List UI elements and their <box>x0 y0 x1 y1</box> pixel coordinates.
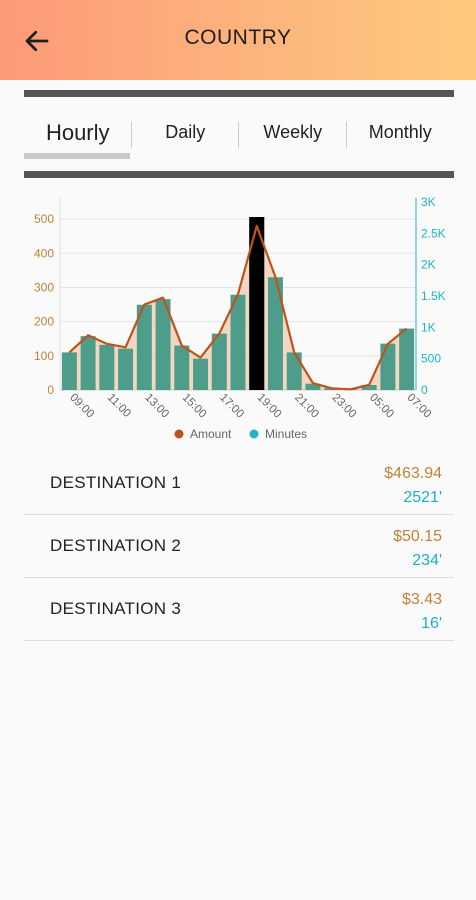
destination-amount: $3.43 <box>401 591 442 608</box>
right-tick-label: 500 <box>421 352 441 366</box>
left-tick-label: 100 <box>34 349 54 363</box>
tab-label: Daily <box>165 122 206 142</box>
legend-amount-swatch <box>174 429 184 439</box>
left-tick-label: 400 <box>34 246 54 260</box>
x-tick-label: 13:00 <box>142 392 171 421</box>
highlight-bar <box>249 217 265 390</box>
minutes-bar <box>305 383 321 390</box>
page-title: COUNTRY <box>184 26 292 49</box>
minutes-bar <box>136 304 152 390</box>
x-tick-label: 19:00 <box>255 392 284 421</box>
destination-minutes: 16' <box>421 615 442 632</box>
right-tick-label: 1K <box>421 320 436 334</box>
right-tick-label: 2K <box>421 258 436 272</box>
legend-minutes-swatch <box>249 429 259 439</box>
destination-amount: $463.94 <box>384 465 442 482</box>
destination-minutes: 234' <box>412 552 442 569</box>
minutes-bar <box>80 336 96 390</box>
minutes-bar <box>230 294 246 390</box>
arrow-left-icon[interactable] <box>22 26 52 56</box>
x-tick-label: 07:00 <box>405 392 434 421</box>
x-tick-label: 05:00 <box>367 392 396 421</box>
minutes-bar <box>286 352 302 390</box>
minutes-bar <box>155 299 171 390</box>
minutes-bar <box>118 348 134 390</box>
x-tick-label: 15:00 <box>180 392 209 421</box>
minutes-bar <box>399 328 415 390</box>
x-tick-label: 09:00 <box>67 392 96 421</box>
right-tick-label: 2.5K <box>421 226 446 240</box>
tab-separator <box>345 122 347 148</box>
tab-label: Weekly <box>263 122 323 142</box>
tab-separator <box>130 122 132 148</box>
legend-amount-label: Amount <box>190 427 232 441</box>
minutes-bar <box>174 345 190 390</box>
minutes-bar <box>99 344 115 390</box>
list-item[interactable]: DESTINATION 1 $463.94 2521' <box>24 452 454 515</box>
minutes-bar <box>267 277 283 390</box>
left-tick-label: 200 <box>34 315 54 329</box>
x-tick-label: 23:00 <box>330 392 359 421</box>
list-item[interactable]: DESTINATION 3 $3.43 16' <box>24 578 454 641</box>
amount-line <box>68 224 408 391</box>
list-item[interactable]: DESTINATION 2 $50.15 234' <box>24 515 454 578</box>
period-tabs: Hourly Daily Weekly Monthly <box>24 112 455 159</box>
tab-label: Monthly <box>368 122 432 142</box>
minutes-bar <box>361 384 377 390</box>
top-divider <box>24 90 454 97</box>
legend-minutes-label: Minutes <box>265 427 307 441</box>
active-tab-indicator <box>24 153 130 159</box>
tab-weekly[interactable]: Weekly <box>239 112 347 158</box>
bottom-divider <box>24 171 454 178</box>
minutes-bar <box>380 343 396 390</box>
destination-list: DESTINATION 1 $463.94 2521' DESTINATION … <box>24 452 454 641</box>
x-tick-label: 21:00 <box>292 392 321 421</box>
right-tick-label: 3K <box>421 195 436 209</box>
destination-name: DESTINATION 3 <box>50 599 182 618</box>
minutes-bar <box>193 358 209 390</box>
right-tick-label: 1.5K <box>421 289 446 303</box>
left-tick-label: 500 <box>34 212 54 226</box>
tab-daily[interactable]: Daily <box>132 112 239 158</box>
destination-name: DESTINATION 2 <box>50 536 182 555</box>
tab-hourly[interactable]: Hourly <box>24 112 132 159</box>
x-tick-label: 17:00 <box>217 392 246 421</box>
destination-minutes: 2521' <box>403 489 442 506</box>
left-tick-label: 300 <box>34 280 54 294</box>
destination-amount: $50.15 <box>393 528 442 545</box>
right-tick-label: 0 <box>421 383 428 397</box>
tab-separator <box>238 122 239 148</box>
tab-label: Hourly <box>45 120 110 145</box>
tab-monthly[interactable]: Monthly <box>347 112 455 158</box>
hourly-chart[interactable]: 0 100 200 300 400 500 0 500 1K 1.5K 2K 2.5K 3K 09:00 1… <box>24 190 454 450</box>
minutes-bar <box>211 333 227 390</box>
app-bar: COUNTRY <box>0 0 476 80</box>
destination-name: DESTINATION 1 <box>50 473 182 492</box>
minutes-bar <box>61 352 77 390</box>
left-tick-label: 0 <box>47 383 54 397</box>
x-tick-label: 11:00 <box>105 392 133 420</box>
